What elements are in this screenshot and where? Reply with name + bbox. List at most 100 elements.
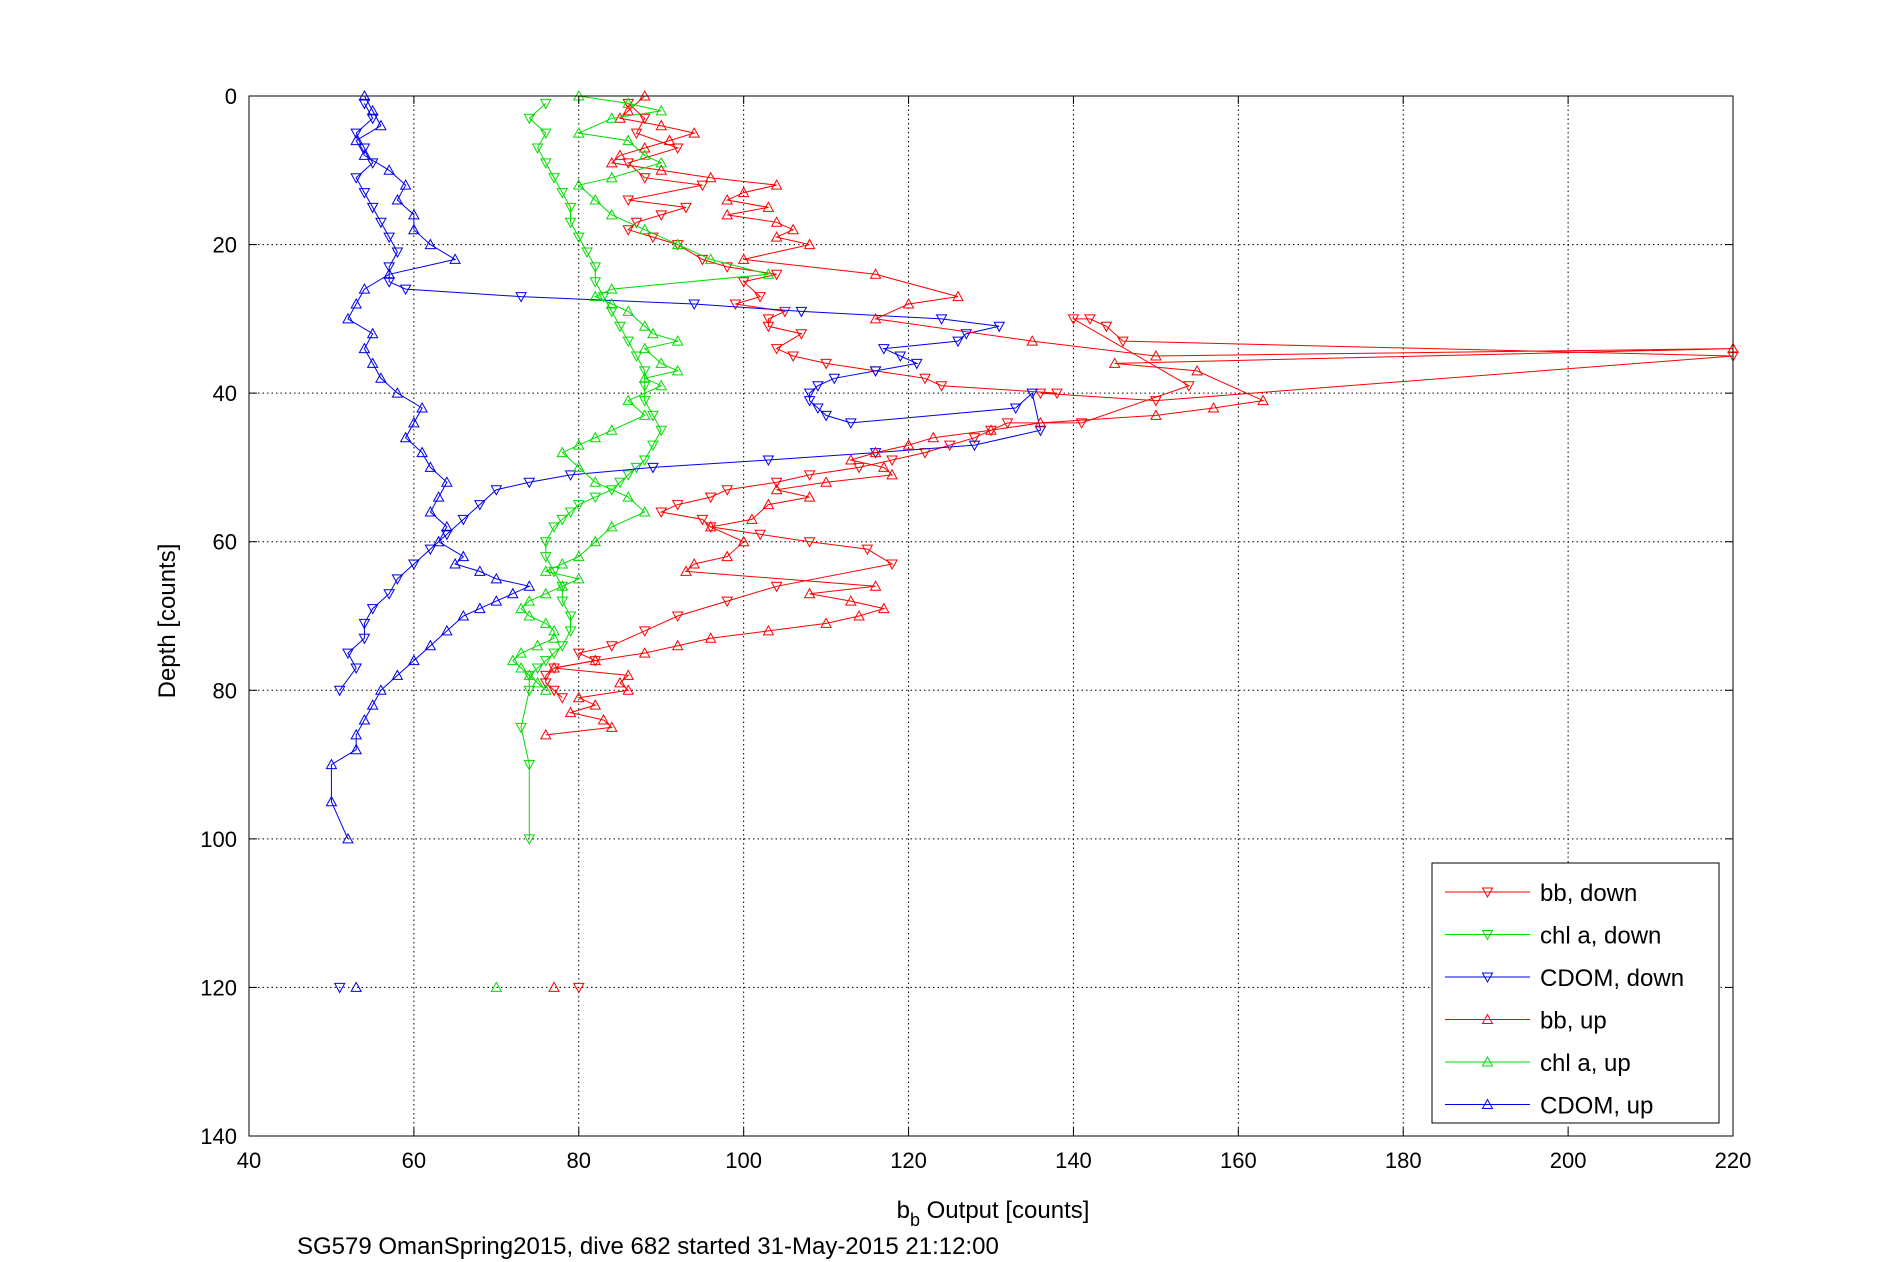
data-point <box>803 238 816 250</box>
data-point <box>473 565 486 576</box>
axes-box <box>248 95 1734 1137</box>
data-point <box>473 500 486 511</box>
data-point <box>762 268 775 279</box>
data-point <box>869 446 882 458</box>
data-point <box>383 164 396 175</box>
data-point <box>350 134 363 146</box>
data-point <box>919 373 931 385</box>
data-point <box>614 149 626 160</box>
data-point <box>366 202 379 214</box>
data-point <box>795 329 808 340</box>
data-point <box>383 589 396 600</box>
y-tick-label: 0 <box>225 84 237 109</box>
data-point <box>589 492 602 504</box>
data-point <box>572 550 585 562</box>
data-point <box>638 113 651 125</box>
data-point <box>622 684 635 695</box>
data-point <box>680 565 692 576</box>
data-point <box>366 158 379 169</box>
data-point <box>539 128 552 140</box>
data-point <box>647 232 659 244</box>
data-point <box>638 505 651 517</box>
data-point <box>696 180 709 192</box>
data-point <box>383 232 396 244</box>
data-point <box>647 410 659 422</box>
data-point <box>622 158 635 169</box>
data-point <box>441 520 453 532</box>
data-point <box>721 550 734 562</box>
data-point <box>655 210 668 221</box>
series-chl-a-up <box>490 89 775 992</box>
data-point <box>638 141 651 153</box>
data-point <box>432 491 445 502</box>
data-point <box>605 171 618 183</box>
data-point <box>754 529 767 541</box>
data-point <box>902 439 915 450</box>
data-point <box>325 795 338 807</box>
data-point <box>605 306 618 318</box>
data-point <box>424 238 437 250</box>
x-axis-label-rest: Output [counts] <box>920 1197 1089 1224</box>
data-point <box>572 127 585 138</box>
data-point <box>638 647 651 658</box>
data-point <box>539 670 552 682</box>
data-point <box>556 596 569 608</box>
data-point <box>548 632 560 643</box>
data-point <box>391 669 404 680</box>
data-point <box>564 202 577 214</box>
data-point <box>770 477 783 489</box>
x-axis-label: bb Output [counts] <box>897 1197 1090 1230</box>
data-point <box>638 409 651 420</box>
data-point <box>556 446 569 458</box>
data-point <box>1100 321 1113 333</box>
data-point <box>473 602 486 614</box>
data-point <box>383 262 396 273</box>
data-point <box>605 424 618 435</box>
legend-item-chl-a-down: chl a, down <box>1445 923 1661 950</box>
y-tick-label: 40 <box>213 381 237 406</box>
data-point <box>812 403 824 415</box>
data-point <box>548 661 560 673</box>
data-point <box>523 609 536 621</box>
data-point <box>655 425 668 437</box>
data-point <box>589 290 602 302</box>
data-point <box>688 127 701 138</box>
data-point <box>721 596 734 608</box>
data-point <box>803 537 816 548</box>
data-point <box>622 491 635 502</box>
data-point <box>630 462 643 474</box>
data-point <box>572 648 585 660</box>
data-point <box>655 104 668 116</box>
data-point <box>630 351 643 363</box>
data-point <box>927 431 940 443</box>
data-point <box>696 254 709 266</box>
data-point <box>572 500 585 511</box>
data-point <box>342 832 354 844</box>
data-point <box>358 149 371 160</box>
data-point <box>762 624 775 636</box>
data-point <box>605 641 618 652</box>
data-point <box>506 587 519 599</box>
data-point <box>424 505 437 517</box>
data-point <box>589 431 602 443</box>
data-point <box>770 269 783 281</box>
data-point <box>861 544 874 556</box>
data-point <box>564 611 577 623</box>
data-point <box>366 104 379 116</box>
data-point <box>1084 314 1096 325</box>
legend: bb, down chl a, down CDOM, down bb, up chl a… <box>1431 862 1720 1124</box>
data-point <box>589 476 602 487</box>
data-point <box>877 602 890 614</box>
data-point <box>399 284 412 296</box>
data-point <box>762 314 775 325</box>
data-point <box>408 223 420 235</box>
data-point <box>1001 418 1014 429</box>
data-point <box>729 299 742 311</box>
data-point <box>671 611 684 623</box>
legend-marker <box>1481 887 1494 899</box>
data-point <box>952 290 964 302</box>
data-point <box>366 699 379 710</box>
data-point <box>762 455 775 467</box>
data-point <box>564 706 577 718</box>
data-point <box>737 277 750 288</box>
